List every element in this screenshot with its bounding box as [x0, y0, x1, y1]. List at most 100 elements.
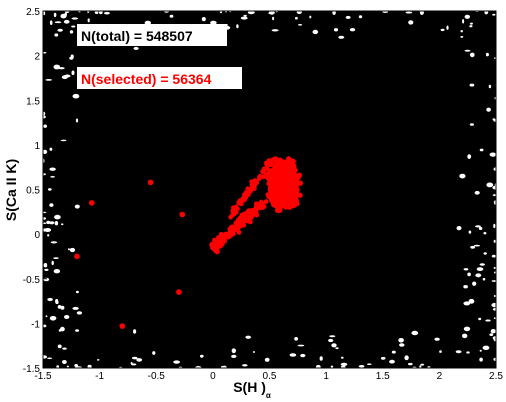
sparse-gap — [468, 230, 472, 234]
sparse-gap — [463, 285, 468, 289]
sparse-gap — [295, 16, 298, 20]
sparse-gap — [70, 54, 74, 59]
sparse-gap — [41, 324, 47, 328]
selected-point — [279, 186, 285, 192]
sparse-gap — [485, 319, 491, 322]
sparse-gap — [420, 363, 425, 366]
y-tick-label: -1.5 — [23, 364, 41, 375]
selected-point — [292, 172, 298, 178]
annotation-total-text: N(total) = 548507 — [81, 28, 193, 44]
sparse-gap — [312, 29, 319, 35]
sparse-gap — [329, 335, 336, 338]
sparse-gap — [358, 15, 363, 19]
selected-point — [267, 187, 273, 193]
sparse-gap — [330, 365, 334, 369]
selected-outlier-point — [119, 323, 126, 329]
x-tick-label: 0 — [210, 371, 216, 382]
sparse-gap — [358, 365, 365, 368]
sparse-gap — [462, 333, 468, 339]
sparse-gap — [51, 260, 54, 266]
sparse-gap — [328, 338, 334, 343]
selected-point — [215, 239, 220, 245]
sparse-gap — [87, 18, 90, 23]
selected-point — [248, 213, 254, 219]
sparse-gap — [49, 147, 53, 151]
sparse-gap — [405, 11, 413, 14]
sparse-gap — [49, 316, 57, 321]
sparse-gap — [475, 225, 481, 228]
selected-point — [219, 239, 225, 245]
sparse-gap — [57, 344, 62, 349]
selected-point — [289, 187, 295, 193]
x-axis-label-subscript: α — [266, 391, 271, 400]
y-axis-label: S(Ca II K) — [3, 159, 19, 221]
sparse-gap — [459, 173, 466, 179]
sparse-gap — [243, 14, 247, 17]
selected-point — [287, 197, 293, 203]
selected-point — [287, 204, 293, 210]
sparse-gap — [43, 263, 48, 268]
y-tick-label: 0.5 — [26, 186, 40, 197]
sparse-gap — [491, 280, 498, 282]
x-tick-label: 1.5 — [376, 371, 390, 382]
sparse-gap — [41, 51, 47, 54]
sparse-gap — [485, 52, 489, 57]
sparse-gap — [482, 277, 486, 281]
sparse-gap — [398, 338, 404, 343]
sparse-gap — [242, 364, 248, 367]
annotation-total: N(total) = 548507 — [77, 24, 227, 46]
sparse-gap — [75, 118, 79, 123]
selected-point — [273, 156, 279, 162]
sparse-gap — [63, 315, 70, 319]
sparse-gap — [55, 299, 59, 304]
selected-point — [253, 201, 259, 207]
sparse-gap — [489, 152, 497, 157]
sparse-gap — [491, 302, 499, 308]
sparse-gap — [469, 25, 473, 28]
selected-point — [272, 190, 278, 196]
sparse-gap — [50, 241, 58, 244]
sparse-gap — [486, 182, 494, 188]
sparse-gap — [72, 93, 80, 99]
sparse-gap — [44, 268, 49, 271]
selected-point — [218, 233, 224, 239]
selected-point — [253, 211, 259, 217]
sparse-gap — [491, 254, 496, 258]
sparse-gap — [462, 19, 465, 24]
sparse-gap — [253, 351, 255, 353]
sparse-gap — [492, 13, 496, 16]
sparse-gap — [464, 49, 471, 52]
sparse-gap — [62, 347, 67, 350]
sparse-gap — [340, 362, 348, 366]
sparse-gap — [335, 347, 339, 350]
sparse-gap — [201, 17, 206, 22]
selected-outlier-point — [88, 200, 95, 206]
sparse-gap — [298, 24, 303, 26]
sparse-gap — [466, 351, 470, 354]
sparse-gap — [60, 139, 67, 142]
sparse-gap — [63, 74, 71, 78]
selected-point — [275, 207, 281, 214]
sparse-gap — [455, 350, 462, 354]
sparse-gap — [43, 11, 46, 16]
sparse-gap — [58, 67, 65, 70]
sparse-gap — [464, 14, 470, 19]
sparse-gap — [482, 345, 490, 350]
x-tick-label: 0.5 — [263, 371, 277, 382]
x-tick-label: -0.5 — [148, 371, 166, 382]
x-axis-ticks: -1.5 -1 -0.5 0 0.5 1 1.5 2 2.5 — [34, 364, 503, 382]
selected-point — [283, 167, 289, 173]
sparse-gap — [60, 305, 65, 310]
sparse-gap — [173, 360, 180, 364]
sparse-gap — [389, 359, 395, 364]
sparse-gap — [468, 298, 475, 304]
sparse-gap — [104, 11, 110, 15]
sparse-gap — [54, 221, 59, 226]
x-tick-label: 2 — [437, 371, 443, 382]
sparse-gap — [349, 28, 356, 32]
sparse-gap — [97, 359, 100, 361]
selected-point — [246, 208, 252, 214]
selected-point — [265, 163, 271, 169]
x-axis-label: S(H )α — [233, 379, 271, 400]
selected-point — [237, 201, 242, 206]
